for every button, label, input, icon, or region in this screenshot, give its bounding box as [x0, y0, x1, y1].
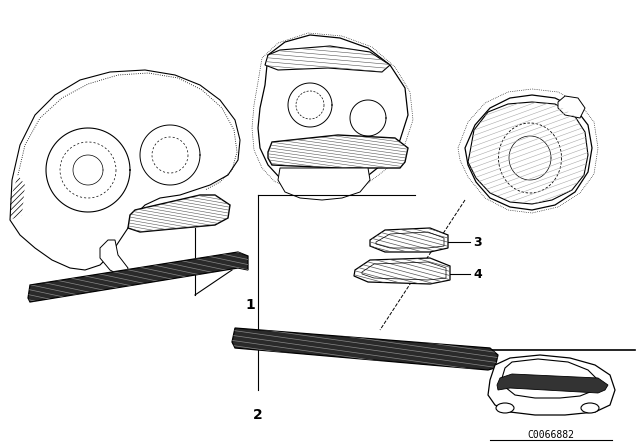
- Ellipse shape: [496, 403, 514, 413]
- Polygon shape: [354, 258, 450, 284]
- Polygon shape: [128, 195, 230, 232]
- Polygon shape: [497, 374, 608, 393]
- Polygon shape: [100, 240, 128, 278]
- Text: 3: 3: [473, 236, 482, 249]
- Ellipse shape: [581, 403, 599, 413]
- Polygon shape: [28, 252, 248, 302]
- Text: 4: 4: [473, 267, 482, 280]
- Polygon shape: [268, 135, 408, 168]
- Polygon shape: [558, 96, 585, 118]
- Text: C0066882: C0066882: [527, 430, 575, 440]
- Polygon shape: [465, 95, 592, 210]
- Polygon shape: [468, 102, 588, 204]
- Polygon shape: [258, 35, 408, 192]
- Polygon shape: [232, 328, 498, 370]
- Polygon shape: [10, 70, 240, 270]
- Polygon shape: [370, 228, 448, 252]
- Polygon shape: [488, 355, 615, 415]
- Polygon shape: [278, 168, 370, 200]
- Polygon shape: [265, 46, 390, 72]
- Text: 2: 2: [253, 408, 263, 422]
- Text: 1: 1: [245, 298, 255, 312]
- Polygon shape: [502, 359, 598, 398]
